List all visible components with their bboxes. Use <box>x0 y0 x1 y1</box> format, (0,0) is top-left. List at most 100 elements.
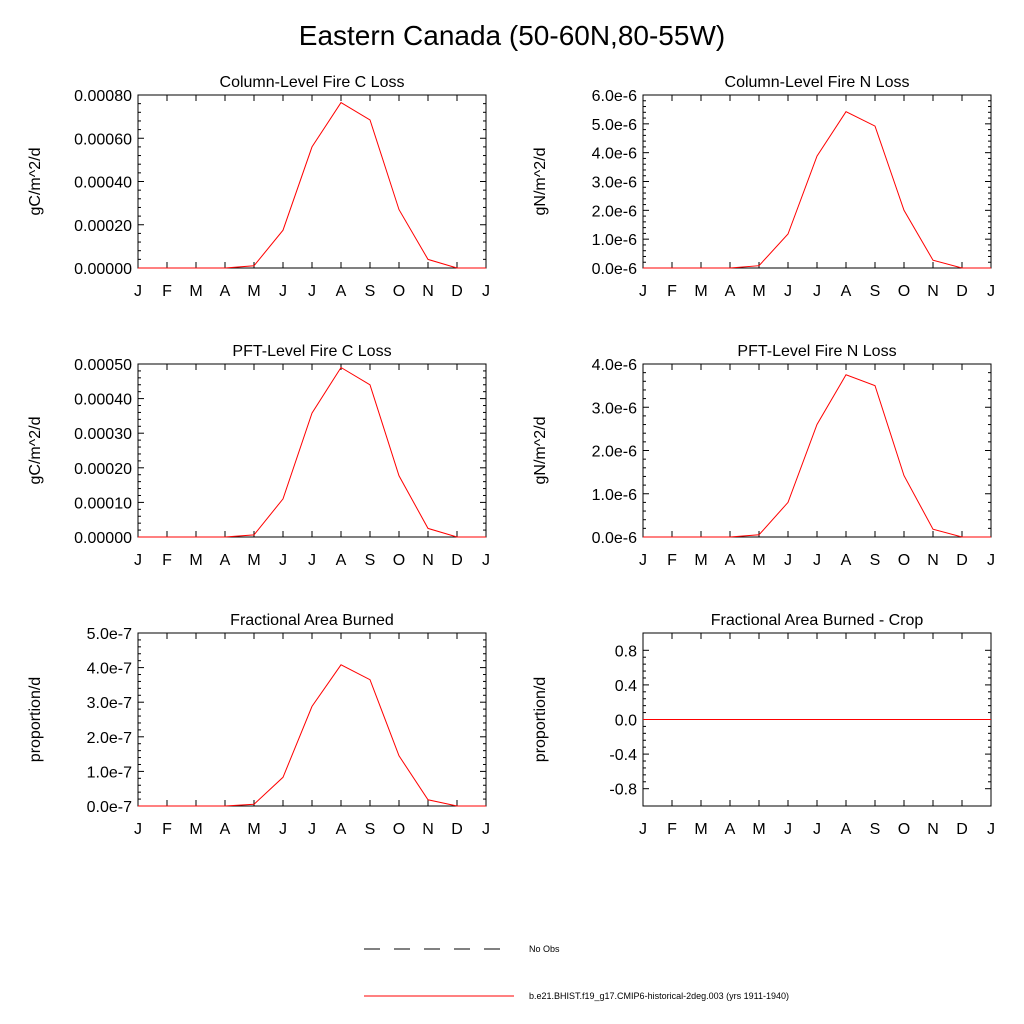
y-axis-label: gN/m^2/d <box>532 417 549 485</box>
y-tick-label: 0.00000 <box>74 261 132 278</box>
x-tick-label: J <box>987 283 995 300</box>
y-tick-label: 1.0e-6 <box>592 487 637 504</box>
x-tick-label: F <box>162 821 172 838</box>
x-tick-label: J <box>482 552 490 569</box>
x-tick-label: J <box>784 283 792 300</box>
x-tick-label: M <box>752 821 765 838</box>
x-tick-label: N <box>422 283 434 300</box>
x-tick-label: A <box>336 552 347 569</box>
series-line <box>138 101 486 269</box>
y-tick-label: 4.0e-6 <box>592 146 637 163</box>
x-tick-label: J <box>813 283 821 300</box>
x-tick-label: A <box>841 283 852 300</box>
x-tick-label: N <box>927 552 939 569</box>
y-axis-label: gN/m^2/d <box>532 148 549 216</box>
x-tick-label: J <box>308 821 316 838</box>
x-tick-label: J <box>784 821 792 838</box>
y-tick-label: 0.00000 <box>74 530 132 547</box>
y-tick-label: 4.0e-6 <box>592 357 637 374</box>
x-tick-label: N <box>927 283 939 300</box>
x-tick-label: D <box>956 821 968 838</box>
x-tick-label: M <box>189 552 202 569</box>
y-tick-label: 3.0e-7 <box>87 695 132 712</box>
y-tick-label: 0.00040 <box>74 175 132 192</box>
y-tick-label: 0.00010 <box>74 495 132 512</box>
x-tick-label: N <box>422 821 434 838</box>
x-tick-label: M <box>247 821 260 838</box>
y-tick-label: 0.00060 <box>74 131 132 148</box>
y-tick-label: 2.0e-6 <box>592 444 637 461</box>
x-tick-label: D <box>451 821 463 838</box>
y-tick-label: 6.0e-6 <box>592 88 637 105</box>
plot-frame <box>642 94 992 269</box>
page-title: Eastern Canada (50-60N,80-55W) <box>298 20 726 51</box>
x-tick-label: S <box>365 552 376 569</box>
x-tick-label: N <box>927 821 939 838</box>
x-tick-label: S <box>365 283 376 300</box>
y-axis-label: gC/m^2/d <box>27 417 44 485</box>
x-tick-label: F <box>667 283 677 300</box>
x-tick-label: A <box>220 552 231 569</box>
x-tick-label: S <box>870 283 881 300</box>
y-tick-label: 3.0e-6 <box>592 175 637 192</box>
y-tick-label: 5.0e-7 <box>87 626 132 643</box>
x-tick-label: J <box>813 821 821 838</box>
series-line <box>138 664 486 807</box>
x-tick-label: M <box>189 283 202 300</box>
x-tick-label: O <box>898 552 910 569</box>
y-tick-label: 0.4 <box>615 678 637 695</box>
x-tick-label: M <box>694 821 707 838</box>
panel-title: Fractional Area Burned - Crop <box>711 612 924 629</box>
x-tick-label: J <box>134 552 142 569</box>
series-line <box>643 111 991 269</box>
x-tick-label: A <box>841 552 852 569</box>
x-tick-label: O <box>898 821 910 838</box>
y-tick-label: 0.00030 <box>74 426 132 443</box>
y-tick-label: 4.0e-7 <box>87 661 132 678</box>
x-tick-label: A <box>841 821 852 838</box>
x-tick-label: M <box>189 821 202 838</box>
series-line <box>138 366 486 538</box>
x-tick-label: D <box>451 552 463 569</box>
x-tick-label: J <box>279 552 287 569</box>
x-tick-label: J <box>639 552 647 569</box>
x-tick-label: J <box>308 552 316 569</box>
y-tick-label: 2.0e-7 <box>87 730 132 747</box>
y-tick-label: 0.0e-7 <box>87 799 132 816</box>
y-axis-label: proportion/d <box>532 677 549 762</box>
x-tick-label: M <box>694 283 707 300</box>
x-tick-label: M <box>247 552 260 569</box>
x-tick-label: F <box>667 821 677 838</box>
x-tick-label: M <box>752 552 765 569</box>
legend-label-no-obs: No Obs <box>529 944 560 954</box>
x-tick-label: A <box>725 283 736 300</box>
x-tick-label: S <box>870 821 881 838</box>
x-tick-label: S <box>870 552 881 569</box>
y-tick-label: 0.00020 <box>74 218 132 235</box>
series-line <box>643 374 991 538</box>
y-tick-label: 0.0e-6 <box>592 261 637 278</box>
y-tick-label: 3.0e-6 <box>592 400 637 417</box>
x-tick-label: S <box>365 821 376 838</box>
x-tick-label: A <box>725 552 736 569</box>
x-tick-label: O <box>393 821 405 838</box>
x-tick-label: J <box>134 821 142 838</box>
x-tick-label: O <box>898 283 910 300</box>
x-tick-label: J <box>482 283 490 300</box>
x-tick-label: J <box>279 283 287 300</box>
x-tick-label: J <box>987 552 995 569</box>
x-tick-label: A <box>220 283 231 300</box>
x-tick-label: J <box>279 821 287 838</box>
y-tick-label: 0.00080 <box>74 88 132 105</box>
y-axis-label: proportion/d <box>27 677 44 762</box>
y-tick-label: 1.0e-6 <box>592 232 637 249</box>
plot-frame <box>137 632 487 807</box>
x-tick-label: F <box>162 552 172 569</box>
panel-title: PFT-Level Fire N Loss <box>737 343 896 360</box>
panel-title: PFT-Level Fire C Loss <box>232 343 391 360</box>
